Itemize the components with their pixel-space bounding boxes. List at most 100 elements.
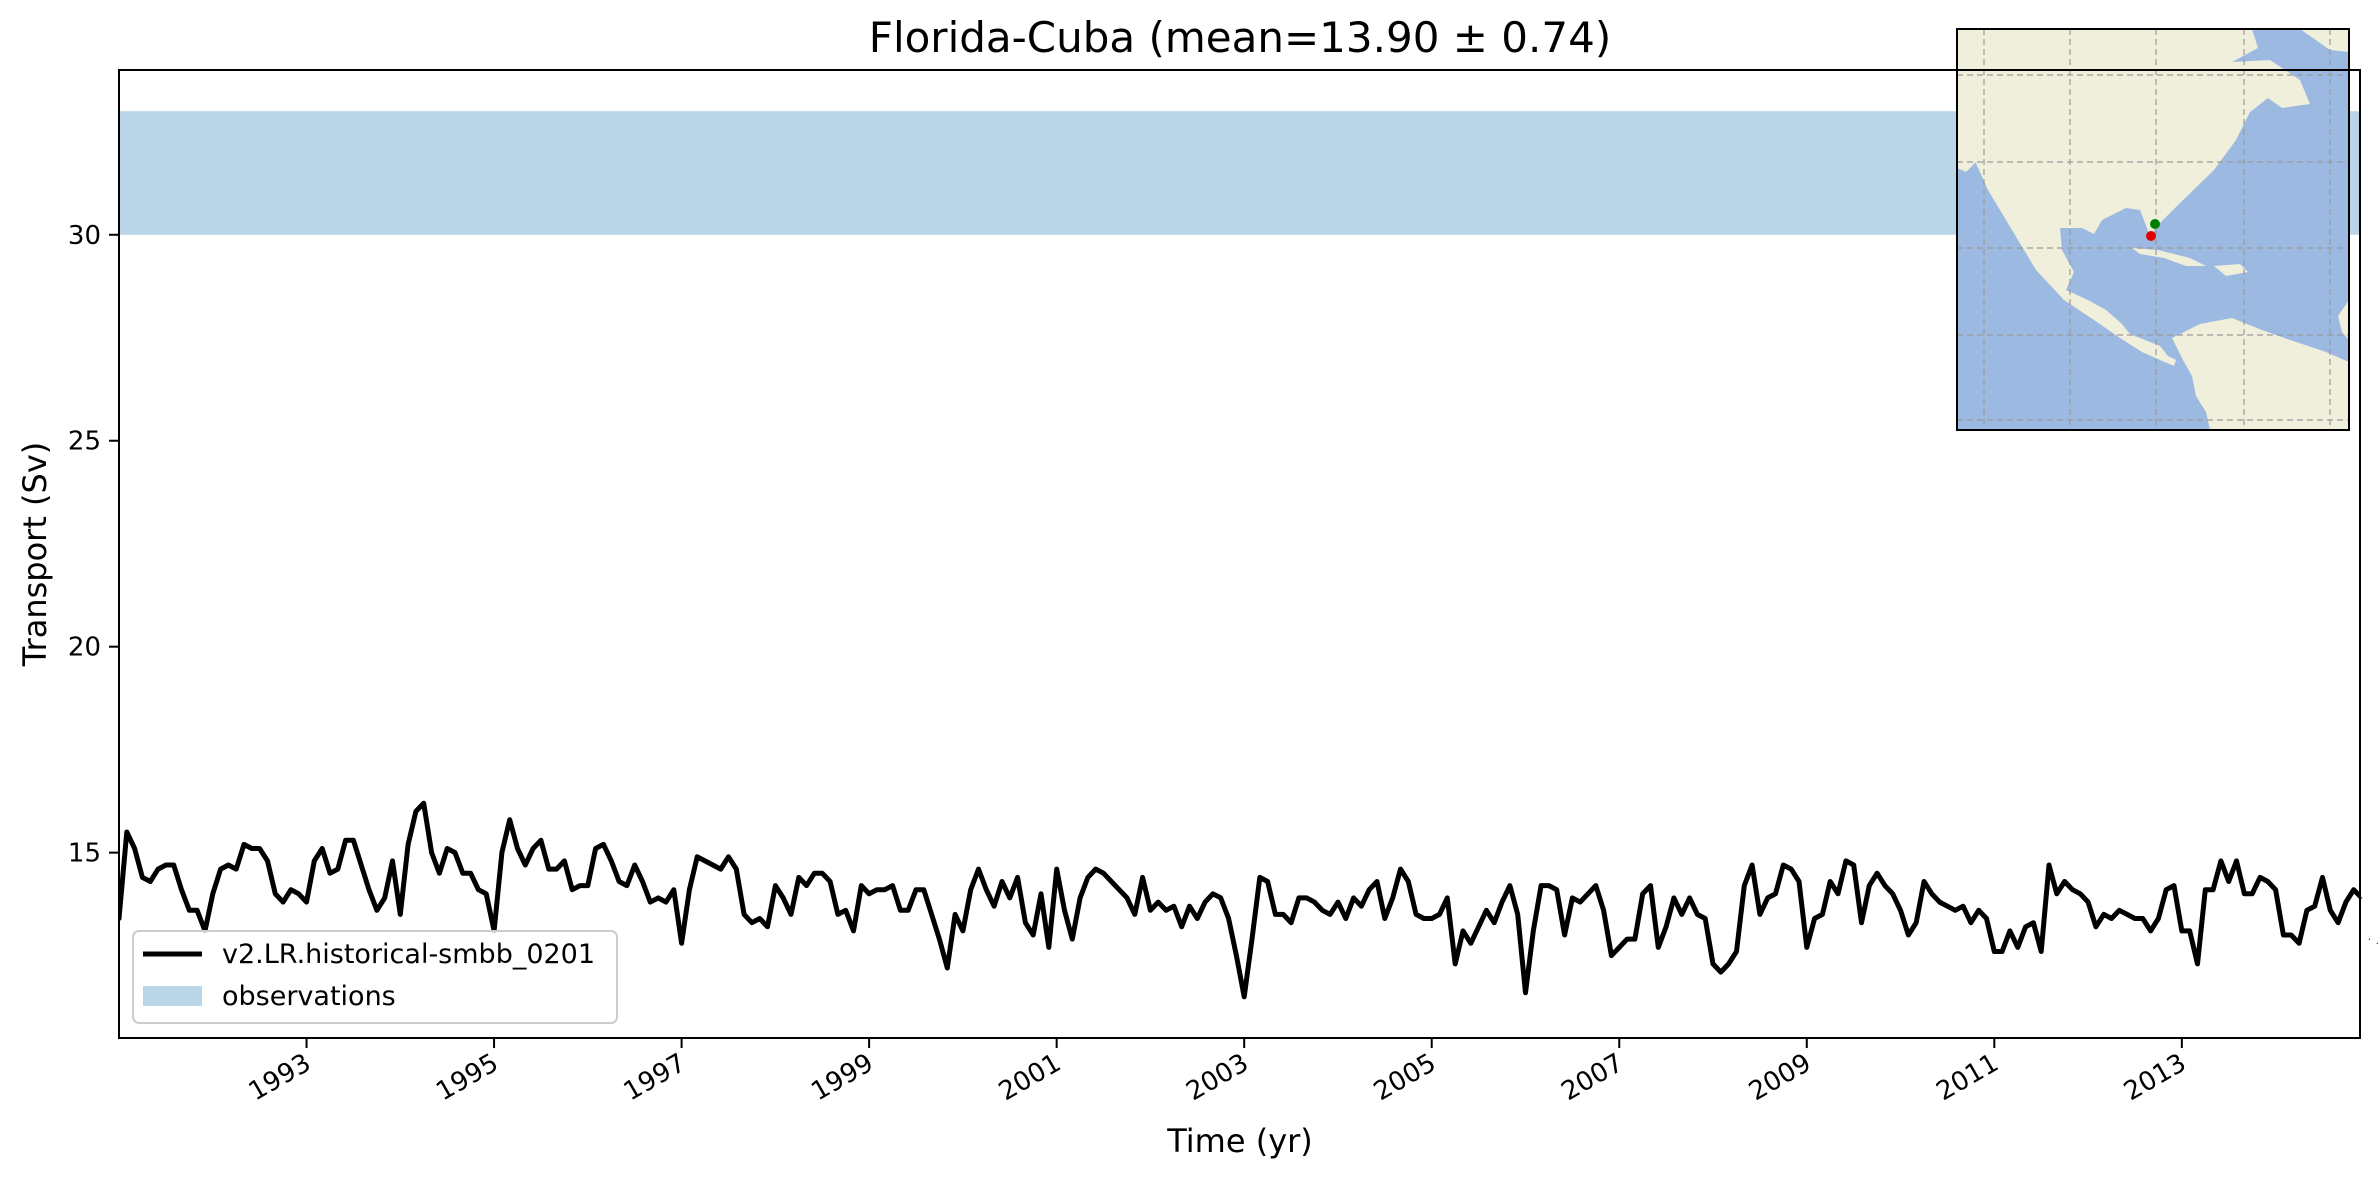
y-axis: 15 20 25 30 bbox=[68, 221, 119, 869]
data-point bbox=[1548, 885, 1550, 887]
data-point bbox=[384, 897, 386, 899]
data-point bbox=[977, 868, 980, 870]
data-point bbox=[2275, 889, 2277, 891]
data-point bbox=[360, 864, 362, 866]
data-point bbox=[1532, 930, 1534, 932]
data-point bbox=[1157, 901, 1159, 903]
data-point bbox=[665, 901, 667, 903]
data-point bbox=[681, 942, 683, 944]
data-point bbox=[2134, 917, 2136, 920]
data-point bbox=[141, 876, 143, 879]
data-point bbox=[1509, 885, 1511, 887]
data-point bbox=[1985, 917, 1988, 920]
data-point bbox=[1048, 946, 1050, 949]
data-point bbox=[485, 893, 487, 895]
data-point bbox=[2017, 946, 2019, 949]
data-point bbox=[1610, 955, 1612, 957]
data-point bbox=[1517, 913, 1519, 916]
map-land-south-america bbox=[2172, 318, 2349, 430]
data-point bbox=[470, 872, 472, 874]
data-point bbox=[259, 847, 261, 850]
data-point bbox=[1024, 922, 1026, 924]
data-point bbox=[2361, 897, 2363, 899]
data-point bbox=[571, 889, 573, 891]
data-point bbox=[915, 889, 917, 891]
map-land-cuba bbox=[2132, 248, 2206, 266]
data-point bbox=[868, 893, 870, 895]
data-point bbox=[352, 839, 354, 841]
data-point bbox=[884, 889, 886, 891]
map-land-africa-edge bbox=[2338, 300, 2349, 340]
data-point bbox=[1345, 917, 1347, 920]
data-point bbox=[2251, 893, 2253, 895]
plot-frame bbox=[118, 69, 2361, 1039]
data-point bbox=[1399, 868, 1402, 870]
data-point bbox=[1173, 905, 1175, 907]
data-point bbox=[1587, 893, 1589, 895]
y-tick-label: 30 bbox=[68, 221, 101, 251]
data-point bbox=[1798, 880, 1800, 883]
data-point bbox=[790, 913, 792, 916]
data-point bbox=[391, 860, 394, 862]
data-point bbox=[852, 930, 855, 932]
data-point bbox=[1962, 905, 1964, 907]
y-tick-label: 15 bbox=[68, 839, 101, 869]
data-point bbox=[1970, 922, 1972, 924]
data-point bbox=[1806, 946, 1808, 949]
data-point bbox=[595, 847, 597, 850]
data-point bbox=[641, 880, 644, 883]
data-point bbox=[1009, 897, 1011, 899]
data-point bbox=[1493, 922, 1495, 924]
data-point bbox=[563, 860, 566, 862]
data-point bbox=[1954, 909, 1956, 911]
data-point bbox=[462, 872, 464, 874]
data-point bbox=[1759, 913, 1761, 916]
data-point bbox=[454, 852, 456, 854]
data-point bbox=[962, 930, 964, 932]
map-land-west-coast bbox=[1957, 110, 1978, 172]
data-point bbox=[1649, 885, 1652, 887]
data-point bbox=[196, 909, 198, 911]
data-point bbox=[821, 872, 823, 874]
data-point bbox=[766, 926, 769, 928]
data-point bbox=[180, 889, 183, 891]
data-point bbox=[1814, 917, 1816, 920]
data-point bbox=[157, 868, 159, 870]
data-point bbox=[759, 917, 761, 920]
data-point bbox=[2056, 893, 2058, 895]
data-point bbox=[1353, 897, 1355, 899]
data-point bbox=[876, 889, 878, 891]
data-point bbox=[2314, 905, 2316, 907]
data-point bbox=[907, 909, 909, 911]
data-point bbox=[1712, 963, 1714, 965]
data-point bbox=[1915, 922, 1917, 924]
data-point bbox=[1860, 922, 1863, 924]
data-point bbox=[1743, 885, 1745, 887]
data-point bbox=[602, 843, 605, 846]
data-point bbox=[1603, 909, 1605, 911]
data-point bbox=[337, 868, 339, 870]
map-marker-section-start bbox=[2150, 219, 2160, 229]
data-point bbox=[282, 901, 284, 903]
data-point bbox=[2079, 893, 2081, 895]
data-point bbox=[1657, 946, 1659, 949]
legend-patch-swatch bbox=[143, 986, 202, 1006]
map-frame bbox=[1956, 28, 2350, 431]
data-point bbox=[1782, 864, 1784, 866]
data-point bbox=[1728, 963, 1730, 965]
data-point bbox=[954, 913, 956, 916]
data-point bbox=[1595, 885, 1597, 887]
data-point bbox=[2368, 938, 2370, 940]
data-point bbox=[649, 901, 651, 903]
map-land-north-america bbox=[1957, 29, 2310, 366]
data-point bbox=[2345, 901, 2347, 903]
data-point bbox=[1876, 872, 1878, 874]
y-axis-label: Transport (Sv) bbox=[16, 442, 54, 668]
data-point bbox=[1774, 893, 1777, 895]
data-point bbox=[2353, 889, 2355, 891]
data-point bbox=[657, 897, 659, 899]
data-point bbox=[1642, 893, 1644, 895]
data-point bbox=[813, 872, 816, 874]
data-point bbox=[1274, 913, 1276, 916]
data-point bbox=[1267, 880, 1269, 883]
